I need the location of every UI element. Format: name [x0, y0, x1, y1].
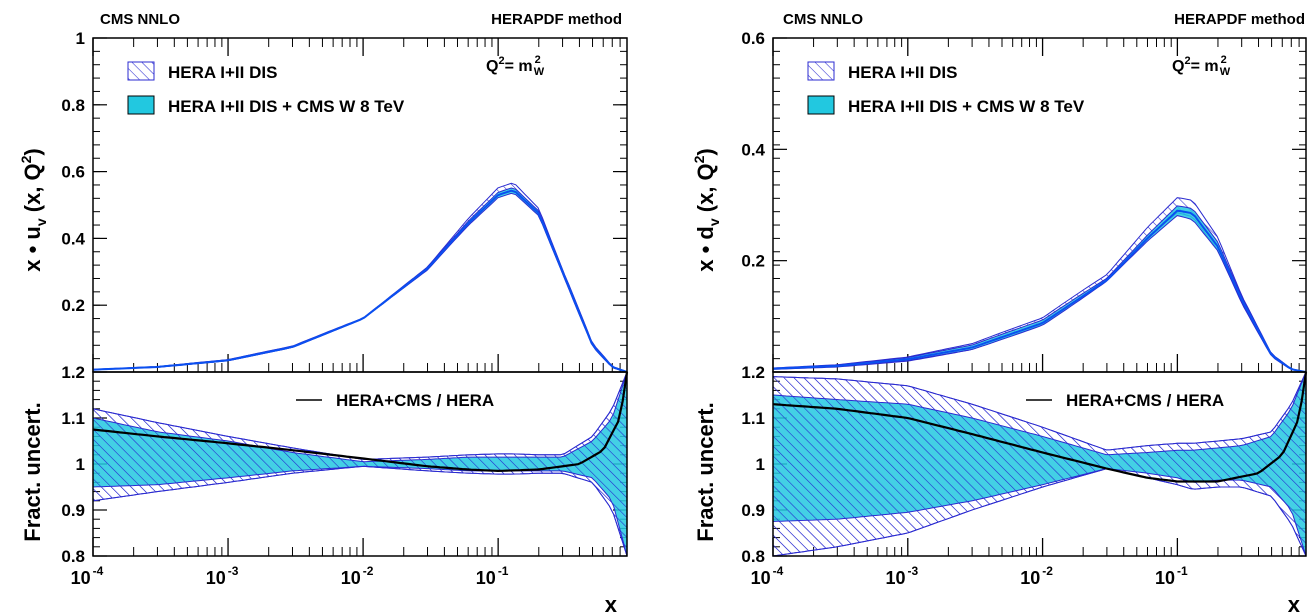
- x-tick-label: 10 -3: [885, 564, 918, 588]
- ratio-y-tick-label: 0.9: [61, 501, 85, 520]
- legend-swatch-fill: [127, 95, 155, 115]
- legend-label-hera: HERA I+II DIS: [848, 63, 957, 82]
- legend-label-hera: HERA I+II DIS: [168, 63, 277, 82]
- x-tick-label: 10 -1: [1155, 564, 1188, 588]
- corner-label-right: HERAPDF method: [491, 11, 622, 28]
- x-tick-label: 10 -2: [1020, 564, 1053, 588]
- ratio-y-tick-label: 0.8: [741, 547, 765, 566]
- y-axis-label: x • uv (x, Q2): [18, 148, 49, 272]
- ratio-y-axis-label: Fract. uncert.: [20, 402, 45, 541]
- y-tick-label: 0.2: [61, 296, 85, 315]
- ratio-legend-label: HERA+CMS / HERA: [336, 391, 494, 410]
- y-axis-label: x • dv (x, Q2): [691, 148, 722, 272]
- legend-swatch-hatch: [127, 61, 155, 81]
- ratio-frame: [772, 371, 1307, 557]
- y-tick-label: 1: [76, 29, 85, 48]
- pdf-bands: [772, 197, 1307, 373]
- x-axis-label: x: [1288, 592, 1301, 615]
- corner-label-left: CMS NNLO: [100, 11, 180, 28]
- x-tick-label: 10 -2: [341, 564, 374, 588]
- ratio-y-tick-label: 1.2: [61, 363, 85, 382]
- hera-band: [92, 182, 628, 373]
- x-axis-label: x: [605, 592, 618, 615]
- ratio-y-ticks: 0.8 0.9 1 1.1 1.2: [741, 363, 1306, 566]
- y-ticks: 0.2 0.4 0.6 0.8 1: [61, 29, 627, 360]
- corner-label-right: HERAPDF method: [1174, 11, 1305, 28]
- x-ticks: 10 -4 10 -3 10 -2 10 -1: [71, 38, 628, 588]
- ratio-y-axis-label: Fract. uncert.: [693, 402, 718, 541]
- pdf-bands: [92, 182, 628, 373]
- y-tick-label: 0.6: [61, 163, 85, 182]
- legend-label-hera-cms: HERA I+II DIS + CMS W 8 TeV: [168, 97, 405, 116]
- hera-cms-band: [92, 187, 628, 373]
- x-ticks: 10 -4 10 -3 10 -2 10 -1: [751, 38, 1307, 588]
- legend-swatch-hatch: [807, 61, 835, 81]
- main-frame: [92, 37, 628, 373]
- ratio-frame: [92, 371, 628, 557]
- uv-panel: CMS NNLO HERAPDF method x • uv (x, Q2) F…: [18, 11, 629, 615]
- ratio-y-tick-label: 1.1: [61, 409, 85, 428]
- ratio-legend-label: HERA+CMS / HERA: [1066, 391, 1224, 410]
- hera-cms-band: [772, 205, 1307, 373]
- ratio-central-line: [772, 371, 1308, 483]
- ratio-y-tick-label: 1: [756, 455, 765, 474]
- ratio-y-tick-label: 0.8: [61, 547, 85, 566]
- y-tick-label: 0.8: [61, 96, 85, 115]
- x-tick-label: 10 -3: [206, 564, 239, 588]
- ratio-y-tick-label: 1.1: [741, 409, 765, 428]
- ratio-y-tick-label: 1: [76, 455, 85, 474]
- ratio-y-tick-label: 0.9: [741, 501, 765, 520]
- y-tick-label: 0.6: [741, 29, 765, 48]
- ratio-bands: [772, 371, 1308, 557]
- x-tick-label: 10 -4: [71, 564, 104, 588]
- legend-swatch-fill: [807, 95, 835, 115]
- ratio-y-tick-label: 1.2: [741, 363, 765, 382]
- x-tick-label: 10 -4: [751, 564, 784, 588]
- y-tick-label: 0.4: [741, 140, 765, 159]
- y-ticks: 0.2 0.4 0.6: [741, 29, 1306, 360]
- x-tick-label: 10 -1: [476, 564, 509, 588]
- ratio-central-line: [92, 371, 629, 473]
- y-tick-label: 0.2: [741, 252, 765, 271]
- dv-panel: CMS NNLO HERAPDF method x • dv (x, Q2) F…: [691, 11, 1308, 615]
- hera-band: [772, 197, 1307, 373]
- corner-label-left: CMS NNLO: [783, 11, 863, 28]
- central-line: [772, 209, 1307, 373]
- central-line: [92, 189, 628, 373]
- legend-label-hera-cms: HERA I+II DIS + CMS W 8 TeV: [848, 97, 1085, 116]
- y-tick-label: 0.4: [61, 229, 85, 248]
